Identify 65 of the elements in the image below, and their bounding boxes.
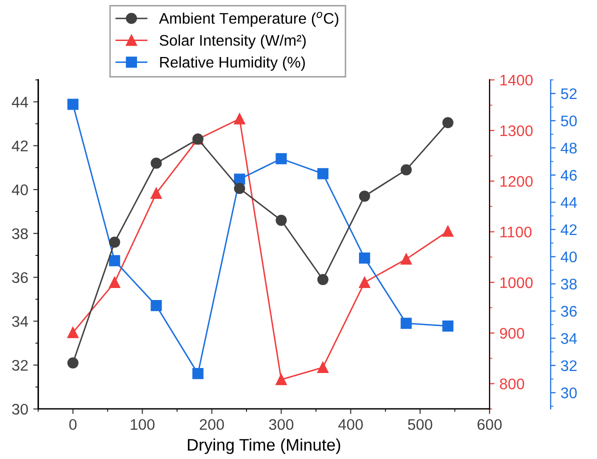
y3-tick-label: 34 [560,333,577,344]
point [234,182,246,194]
point [442,117,454,128]
y2-tick-label: 900 [500,328,524,339]
point [359,190,370,202]
y3-tick-label: 38 [560,278,577,290]
y3-tick-label: 48 [560,142,577,154]
x-tick-label: 300 [269,419,294,430]
point [442,320,454,332]
y3-tick-label: 40 [560,252,577,262]
x-tick-label: 0 [69,419,77,430]
y-tick-label: 38 [12,228,28,240]
point [400,318,412,329]
y2-tick-label: 1200 [500,176,533,187]
y-tick-label: 42 [12,140,28,152]
y3-tick-label: 44 [560,197,577,208]
legend-label: Solar Intensity (W/m²) [160,34,306,49]
point [442,226,454,237]
y3-tick-label: 50 [560,116,577,126]
point [150,188,162,199]
point [234,113,246,124]
point [192,368,204,380]
y2-tick-label: 1100 [500,226,532,238]
y3-tick-label: 32 [560,360,577,372]
y2-tick-label: 1300 [500,125,533,136]
x-tick-label: 200 [200,419,224,430]
point [317,274,328,286]
point [276,214,287,226]
y-tick-label: 30 [12,404,28,415]
point [359,252,370,264]
y2-tick-label: 1400 [500,74,533,86]
point [317,168,328,180]
point [150,158,162,169]
legend-label: Relative Humidity (%) [160,56,305,71]
y-tick-label: 36 [12,272,28,284]
legend-label: Ambient Temperature ($^{o}$C) [158,12,338,27]
y2-tick-label: 800 [500,378,524,390]
y3-tick-label: 36 [560,306,577,317]
x-tick-label: 600 [478,419,502,430]
point [400,254,412,265]
point [67,326,78,338]
point [109,255,120,266]
y3-tick-label: 30 [560,388,577,398]
point [67,357,78,368]
point [400,164,412,176]
x-tick-label: 100 [130,419,155,430]
point [276,374,287,386]
y2-tick-label: 1000 [500,277,533,288]
y3-tick-label: 46 [560,170,577,181]
x-axis-title: Drying Time (Minute) [188,438,340,454]
y-tick-label: 34 [12,316,28,327]
point [109,236,120,248]
y-tick-label: 40 [12,184,28,196]
x-tick-label: 500 [408,419,432,430]
y-tick-label: 32 [12,360,28,371]
point [67,98,78,110]
y3-tick-label: 42 [560,224,577,235]
point [276,153,287,164]
y3-tick-label: 52 [560,88,577,100]
point [317,362,328,374]
point [150,300,162,312]
point [109,276,120,288]
point [359,276,370,288]
x-tick-label: 400 [338,419,363,430]
y-tick-label: 44 [12,96,28,108]
